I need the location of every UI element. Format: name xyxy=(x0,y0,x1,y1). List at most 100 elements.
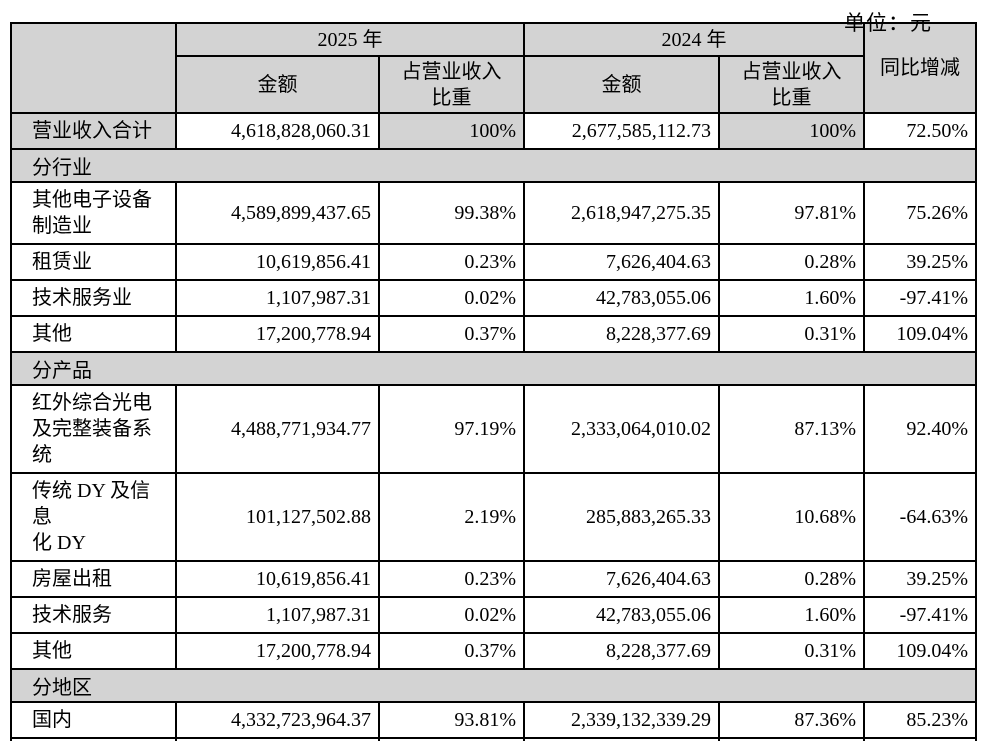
yoy-cell: 39.25% xyxy=(863,243,977,281)
amount-2025-cell: 1,107,987.31 xyxy=(175,596,380,634)
section-label-cell: 分产品 xyxy=(10,351,977,386)
share-2025-cell: 0.02% xyxy=(378,279,525,317)
share-2025-cell: 0.23% xyxy=(378,243,525,281)
share-2025-cell: 93.81% xyxy=(378,701,525,739)
amount-2024-cell: 42,783,055.06 xyxy=(523,279,720,317)
share-2024-cell: 1.60% xyxy=(718,596,865,634)
amount-2024-cell: 2,339,132,339.29 xyxy=(523,701,720,739)
row-label-cell: 传统 DY 及信息 化 DY xyxy=(10,472,177,562)
share-2024-cell: 87.13% xyxy=(718,384,865,474)
share-2024-cell: 0.28% xyxy=(718,560,865,598)
amount-2024-cell: 7,626,404.63 xyxy=(523,243,720,281)
yoy-cell: 109.04% xyxy=(863,632,977,670)
header-amount-2025: 金额 xyxy=(175,55,380,114)
amount-2024-cell: 8,228,377.69 xyxy=(523,315,720,353)
section-row-by-product: 分产品 xyxy=(10,351,977,386)
row-label-cell: 技术服务 xyxy=(10,596,177,634)
amount-2025-cell: 4,618,828,060.31 xyxy=(175,112,380,150)
share-2025-cell: 0.02% xyxy=(378,596,525,634)
share-2024-cell: 100% xyxy=(718,112,865,150)
amount-2024-cell: 2,618,947,275.35 xyxy=(523,181,720,245)
yoy-cell: 39.25% xyxy=(863,560,977,598)
share-2025-cell: 100% xyxy=(378,112,525,150)
share-2024-cell: 1.60% xyxy=(718,279,865,317)
header-row-years: 2025 年 2024 年 同比增减 xyxy=(10,22,977,114)
table-row: 其他电子设备 制造业 4,589,899,437.65 99.38% 2,618… xyxy=(10,181,977,245)
yoy-cell: 72.50% xyxy=(863,112,977,150)
table-row: 技术服务 1,107,987.31 0.02% 42,783,055.06 1.… xyxy=(10,596,977,634)
unit-label: 单位：元 xyxy=(844,11,932,35)
table-row: 技术服务业 1,107,987.31 0.02% 42,783,055.06 1… xyxy=(10,279,977,317)
table-row: 其他 17,200,778.94 0.37% 8,228,377.69 0.31… xyxy=(10,632,977,670)
share-2024-cell: 10.68% xyxy=(718,472,865,562)
amount-2025-cell: 101,127,502.88 xyxy=(175,472,380,562)
amount-2025-cell: 10,619,856.41 xyxy=(175,243,380,281)
amount-2025-cell: 286,104,095.94 xyxy=(175,737,380,741)
yoy-cell: -97.41% xyxy=(863,279,977,317)
header-share-2024: 占营业收入 比重 xyxy=(718,55,865,114)
share-2025-cell: 6.19% xyxy=(378,737,525,741)
yoy-cell: 85.23% xyxy=(863,701,977,739)
row-label-cell: 其他 xyxy=(10,315,177,353)
header-share-2025: 占营业收入 比重 xyxy=(378,55,525,114)
amount-2025-cell: 4,488,771,934.77 xyxy=(175,384,380,474)
amount-2024-cell: 42,783,055.06 xyxy=(523,596,720,634)
share-2024-cell: 12.64% xyxy=(718,737,865,741)
row-label-cell: 红外综合光电 及完整装备系 统 xyxy=(10,384,177,474)
table-row: 红外综合光电 及完整装备系 统 4,488,771,934.77 97.19% … xyxy=(10,384,977,474)
table-row-total-revenue: 营业收入合计 4,618,828,060.31 100% 2,677,585,1… xyxy=(10,112,977,150)
share-2025-cell: 0.23% xyxy=(378,560,525,598)
header-amount-2024: 金额 xyxy=(523,55,720,114)
table-row: 租赁业 10,619,856.41 0.23% 7,626,404.63 0.2… xyxy=(10,243,977,281)
row-label-cell: 营业收入合计 xyxy=(10,112,177,150)
section-label-cell: 分行业 xyxy=(10,148,977,183)
share-2025-cell: 2.19% xyxy=(378,472,525,562)
amount-2025-cell: 10,619,856.41 xyxy=(175,560,380,598)
amount-2025-cell: 4,589,899,437.65 xyxy=(175,181,380,245)
share-2024-cell: 0.31% xyxy=(718,632,865,670)
amount-2024-cell: 338,452,773.44 xyxy=(523,737,720,741)
table-row: 国外 286,104,095.94 6.19% 338,452,773.44 1… xyxy=(10,737,977,741)
amount-2025-cell: 1,107,987.31 xyxy=(175,279,380,317)
table-row: 国内 4,332,723,964.37 93.81% 2,339,132,339… xyxy=(10,701,977,739)
table-row: 房屋出租 10,619,856.41 0.23% 7,626,404.63 0.… xyxy=(10,560,977,598)
amount-2024-cell: 7,626,404.63 xyxy=(523,560,720,598)
yoy-cell: 75.26% xyxy=(863,181,977,245)
share-2025-cell: 0.37% xyxy=(378,315,525,353)
row-label-cell: 其他电子设备 制造业 xyxy=(10,181,177,245)
share-2024-cell: 0.28% xyxy=(718,243,865,281)
revenue-breakdown-table: 2025 年 2024 年 同比增减 金额 占营业收入 比重 金额 占营业收入 … xyxy=(10,22,977,741)
share-2025-cell: 97.19% xyxy=(378,384,525,474)
share-2024-cell: 0.31% xyxy=(718,315,865,353)
amount-2024-cell: 2,333,064,010.02 xyxy=(523,384,720,474)
header-row-measures: 金额 占营业收入 比重 金额 占营业收入 比重 xyxy=(11,55,976,114)
header-blank-cell xyxy=(10,22,177,114)
share-2025-cell: 99.38% xyxy=(378,181,525,245)
section-row-by-region: 分地区 xyxy=(10,668,977,703)
share-2024-cell: 87.36% xyxy=(718,701,865,739)
section-row-by-industry: 分行业 xyxy=(10,148,977,183)
table-row: 其他 17,200,778.94 0.37% 8,228,377.69 0.31… xyxy=(10,315,977,353)
amount-2024-cell: 2,677,585,112.73 xyxy=(523,112,720,150)
share-2025-cell: 0.37% xyxy=(378,632,525,670)
page: { "page": { "unit_label": "单位：元" }, "col… xyxy=(0,12,990,741)
amount-2024-cell: 285,883,265.33 xyxy=(523,472,720,562)
row-label-cell: 国内 xyxy=(10,701,177,739)
row-label-cell: 其他 xyxy=(10,632,177,670)
header-yoy-change: 同比增减 xyxy=(863,22,977,114)
row-label-cell: 房屋出租 xyxy=(10,560,177,598)
amount-2025-cell: 4,332,723,964.37 xyxy=(175,701,380,739)
share-2024-cell: 97.81% xyxy=(718,181,865,245)
header-year-2025: 2025 年 xyxy=(175,22,525,57)
yoy-cell: -64.63% xyxy=(863,472,977,562)
row-label-cell: 租赁业 xyxy=(10,243,177,281)
amount-2025-cell: 17,200,778.94 xyxy=(175,632,380,670)
amount-2024-cell: 8,228,377.69 xyxy=(523,632,720,670)
yoy-cell: -97.41% xyxy=(863,596,977,634)
row-label-cell: 技术服务业 xyxy=(10,279,177,317)
row-label-cell: 国外 xyxy=(10,737,177,741)
yoy-cell: 109.04% xyxy=(863,315,977,353)
table-row: 传统 DY 及信息 化 DY 101,127,502.88 2.19% 285,… xyxy=(10,472,977,562)
amount-2025-cell: 17,200,778.94 xyxy=(175,315,380,353)
yoy-cell: 92.40% xyxy=(863,384,977,474)
